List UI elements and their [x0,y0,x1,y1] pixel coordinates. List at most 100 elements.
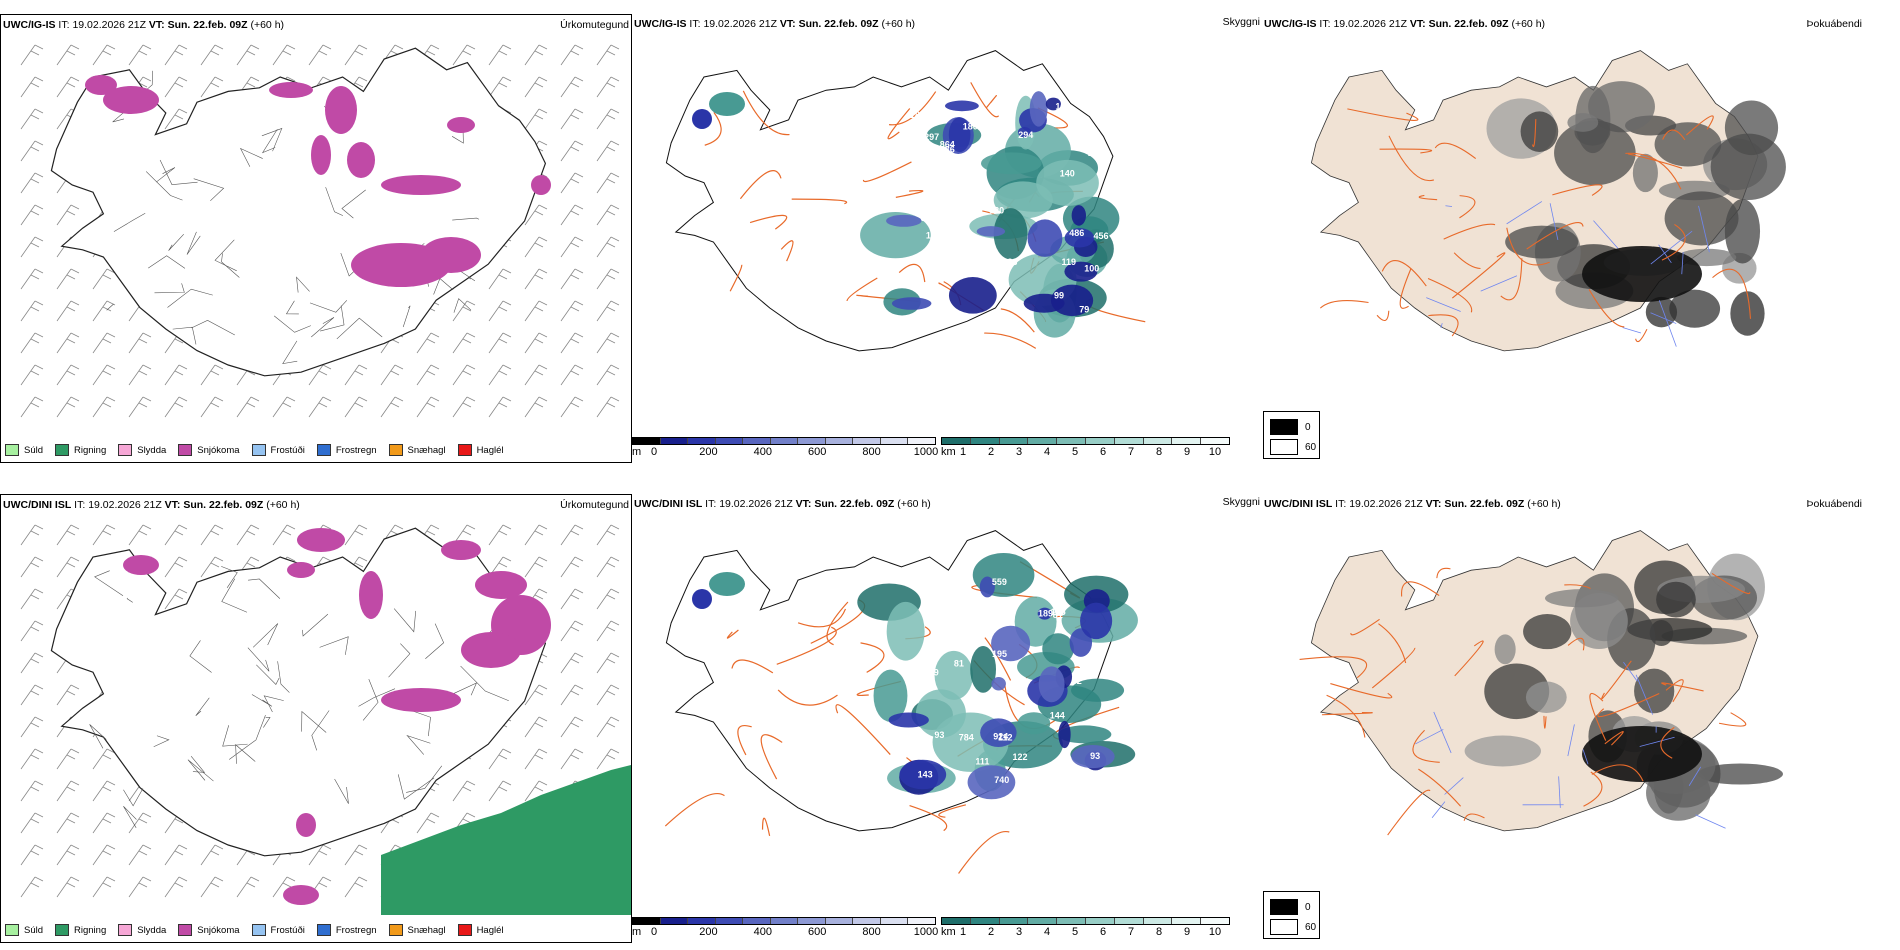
legend-item: Súld [5,444,43,456]
cloud-base-label: 120 [1088,148,1103,158]
fog-legend-high: 0 [1305,421,1311,433]
colorbar-tick: 1 [959,926,967,938]
cloud-base-label: 486 [1069,228,1084,238]
fog-legend: 0 60 [1263,411,1320,459]
cloud-base-label: 180 [963,121,978,131]
cloud-base-label: 294 [1018,130,1033,140]
cloud-base-label: 127 [926,230,941,240]
terrain-contours [106,70,480,365]
precip-type-panel-row1: UWC/IG-IS IT: 19.02.2026 21Z VT: Sun. 22… [0,14,632,463]
cloud-base-label: 81 [954,658,964,668]
precip-map [20,524,631,915]
coastline [665,50,1114,352]
panel-field-label: Þokuábendi [1806,498,1862,510]
legend-label: Snjókoma [197,444,240,456]
cloud-base-label: 864 [940,139,955,149]
cloud-base-label: 119 [1062,257,1077,267]
cloud-base-label: 144 [1050,710,1065,720]
colorbar-tick: 2 [987,446,995,458]
colorbar-tick: 600 [808,446,827,458]
cloud-base-label: 195 [992,649,1007,659]
panel-field-label: Úrkomutegund [560,499,629,511]
legend-swatch [178,444,193,456]
colorbar-unit: km [941,926,956,938]
fog-legend-high: 0 [1305,901,1311,913]
cloud-base-label: 344 [952,185,967,195]
legend-label: Snæhagl [407,924,446,936]
panel-title: UWC/DINI ISL IT: 19.02.2026 21Z VT: Sun.… [634,498,931,510]
legend-item: Rigning [55,444,106,456]
colorbar-tick: 4 [1043,926,1051,938]
legend-swatch [251,444,266,456]
panel-title: UWC/IG-IS IT: 19.02.2026 21Z VT: Sun. 22… [634,18,916,30]
cloud-base-label: 37 [1081,125,1091,135]
fog-legend-low: 60 [1305,441,1317,453]
colorbar-tick: 8 [1155,446,1163,458]
colorbar-tick: 9 [1183,446,1191,458]
cloud-base-label: 136 [940,144,955,154]
visibility-panel-row2: UWC/DINI ISL IT: 19.02.2026 21Z VT: Sun.… [632,494,1262,943]
cloud-base-label: 82 [1083,102,1093,112]
visibility-colorbar: km 1 2 3 4 5 6 7 8 9 10 [941,917,1241,939]
colorbar-tick: 6 [1099,446,1107,458]
panel-title: UWC/IG-IS IT: 19.02.2026 21Z VT: Sun. 22… [1264,18,1546,30]
cloud-base-labels: 924 122 127 111 259 81 112 168 81 93 188 143 189 93 55… [918,577,1101,785]
cloud-base-label: 81 [1053,610,1063,620]
cloud-base-label: 188 [994,702,1009,712]
river-network [1426,201,1710,347]
cloud-base-label: 456 [1094,231,1109,241]
cloud-base-label: 99 [1054,291,1064,301]
cloud-base-label: 259 [924,667,939,677]
cloud-base-label: 297 [924,132,939,142]
colorbar-unit: km [941,446,956,458]
precip-legend: Súld Rigning Slydda Snjókoma Frostúði Frostre… [5,444,516,456]
legend-item: Snjókoma [178,444,240,456]
legend-item: Snæhagl [388,444,446,456]
legend-swatch [251,924,266,936]
cloud-base-label: 140 [1060,169,1075,179]
legend-label: Frostúði [270,924,305,936]
legend-swatch [55,924,70,936]
legend-label: Haglél [476,444,504,456]
legend-label: Frostregn [335,444,377,456]
cloud-base-label: 105 [1051,607,1066,617]
legend-swatch [55,444,70,456]
colorbar-tick: 5 [1071,446,1079,458]
legend-item: Haglél [457,924,504,936]
cloud-base-label: 122 [1013,752,1028,762]
rain-area [381,765,631,915]
colorbar-tick: 7 [1127,446,1135,458]
colorbar-tick: 2 [987,926,995,938]
cloud-base-label: 105 [1055,102,1070,112]
legend-item: Súld [5,924,43,936]
legend-item: Snæhagl [388,924,446,936]
colorbar-tick: 0 [650,446,658,458]
visibility-map: 924 122 127 111 259 81 112 168 81 93 188 143 189 93 55… [664,530,1138,874]
cloud-base-label: 79 [1079,305,1089,315]
precip-legend: Súld Rigning Slydda Snjókoma Frostúði Frostre… [5,924,516,936]
colorbar-tick: 1000 [913,926,939,938]
legend-item: Frostúði [251,924,305,936]
cloud-base-label: 189 [1038,609,1053,619]
precip-type-panel-row2: UWC/DINI ISL IT: 19.02.2026 21Z VT: Sun.… [0,494,632,943]
legend-item: Rigning [55,924,106,936]
cloud-base-label: 127 [938,635,953,645]
legend-item: Slydda [118,444,166,456]
cloud-base-label: 112 [998,732,1013,742]
cloud-base-label: 100 [1084,264,1099,274]
legend-item: Snjókoma [178,924,240,936]
colorbar-tick: 6 [1099,926,1107,938]
legend-swatch [457,444,472,456]
panel-field-label: Þokuábendi [1806,18,1862,30]
fog-legend: 0 60 [1263,891,1320,939]
colorbar-tick: 800 [862,446,881,458]
legend-label: Frostúði [270,444,305,456]
colorbar-tick: 200 [699,926,718,938]
cloud-base-label: 740 [994,775,1009,785]
cloud-base-label: 924 [993,732,1008,742]
legend-label: Slydda [137,924,167,936]
colorbar-tick: 0 [650,926,658,938]
snow-areas [85,75,551,287]
cloud-base-label: 83 [1007,257,1017,267]
colorbar-tick: 10 [1208,446,1222,458]
